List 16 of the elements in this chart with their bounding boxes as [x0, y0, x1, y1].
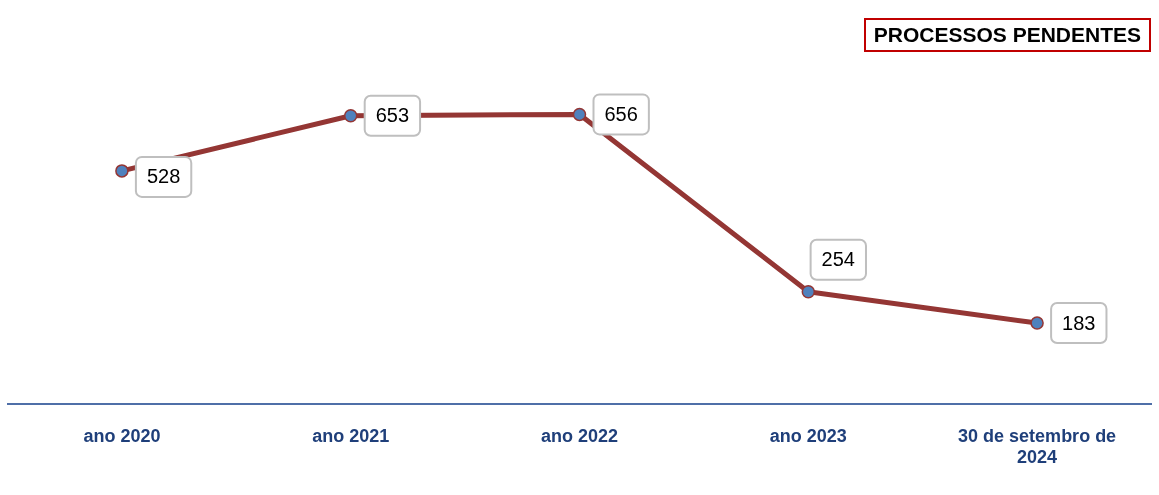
point	[343, 108, 358, 123]
point	[115, 164, 129, 178]
point	[1030, 316, 1044, 330]
x-tick-label: ano 2023	[769, 425, 847, 446]
x-tick-label: ano 2021	[312, 425, 390, 446]
x-tick-label: ano 2020	[83, 425, 161, 446]
x-tick-label: ano 2022	[540, 425, 619, 446]
data-label: 528	[146, 165, 181, 188]
x-tick-label: 30 de setembro de 2024	[958, 425, 1117, 468]
chart-title: PROCESSOS PENDENTES	[863, 18, 1151, 52]
point	[572, 107, 587, 122]
data-label: 656	[604, 102, 638, 125]
point	[801, 285, 816, 299]
data-label: 653	[375, 104, 410, 127]
data-label: 254	[821, 248, 855, 271]
data-label: 183	[1062, 311, 1096, 334]
